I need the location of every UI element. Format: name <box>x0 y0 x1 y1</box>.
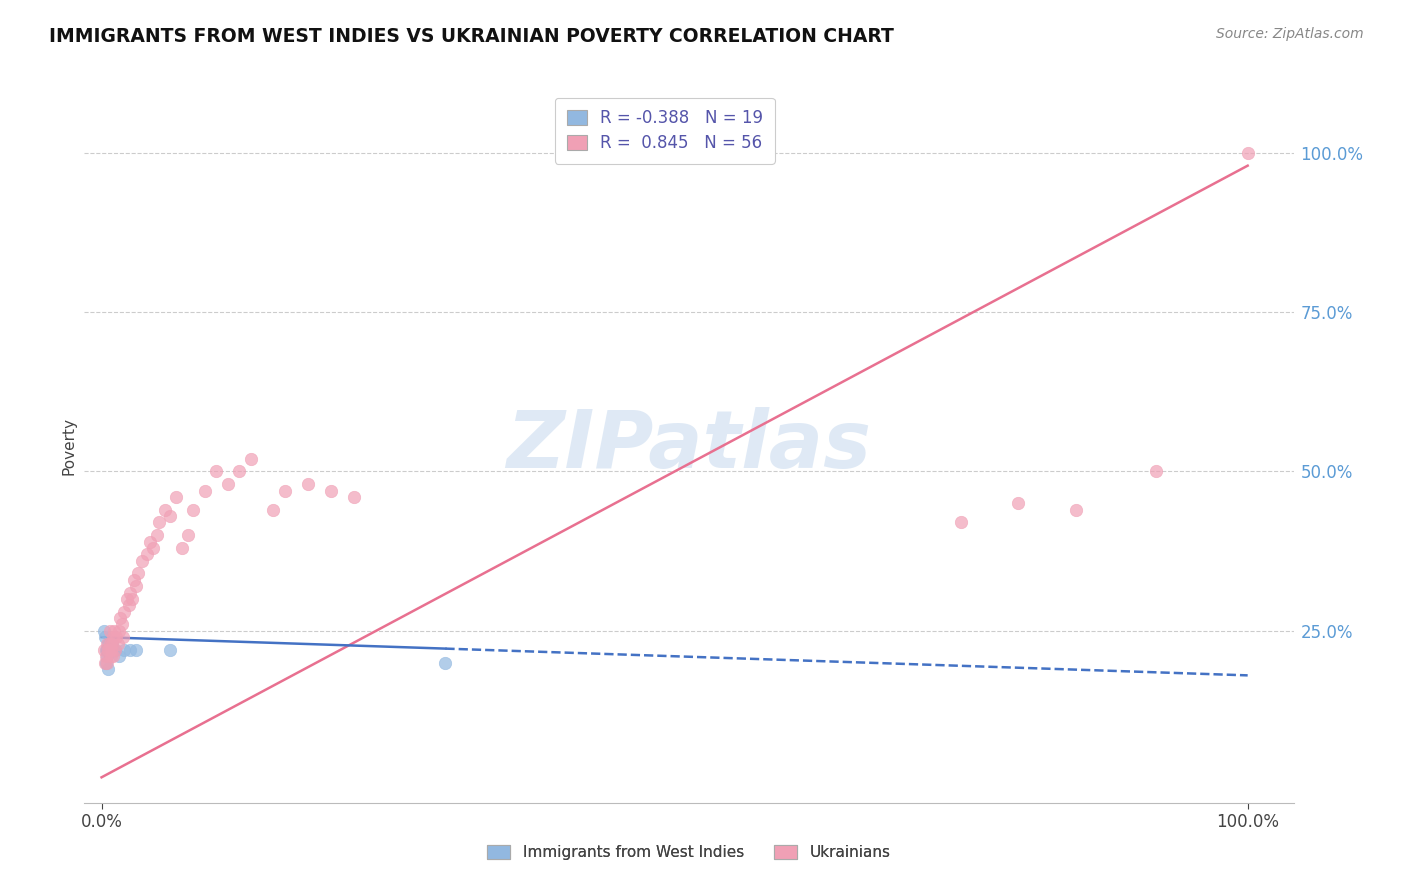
Text: ZIPatlas: ZIPatlas <box>506 407 872 485</box>
Point <box>297 477 319 491</box>
Point <box>142 541 165 555</box>
Point <box>138 534 160 549</box>
Point <box>148 516 170 530</box>
Text: IMMIGRANTS FROM WEST INDIES VS UKRAINIAN POVERTY CORRELATION CHART: IMMIGRANTS FROM WEST INDIES VS UKRAINIAN… <box>49 27 894 45</box>
Point <box>96 649 118 664</box>
Point <box>228 465 250 479</box>
Point <box>93 624 115 638</box>
Y-axis label: Poverty: Poverty <box>60 417 76 475</box>
Point <box>97 636 120 650</box>
Point <box>96 636 118 650</box>
Point <box>100 643 122 657</box>
Point <box>101 636 124 650</box>
Point <box>159 509 181 524</box>
Point <box>107 636 129 650</box>
Point <box>98 643 121 657</box>
Point <box>94 643 117 657</box>
Point <box>112 630 135 644</box>
Point <box>98 624 121 638</box>
Point <box>239 451 262 466</box>
Point <box>217 477 239 491</box>
Point <box>94 649 117 664</box>
Point <box>107 649 129 664</box>
Point <box>120 643 142 657</box>
Point <box>104 643 127 657</box>
Point <box>159 643 181 657</box>
Point <box>145 528 167 542</box>
Point <box>100 649 122 664</box>
Point <box>153 502 176 516</box>
Point <box>274 483 297 498</box>
Point <box>1064 502 1087 516</box>
Point <box>125 579 148 593</box>
Legend: Immigrants from West Indies, Ukrainians: Immigrants from West Indies, Ukrainians <box>481 839 897 866</box>
Point <box>111 617 134 632</box>
Point <box>107 624 129 638</box>
Point <box>114 643 136 657</box>
Point <box>120 585 142 599</box>
Point <box>263 502 285 516</box>
Point <box>1144 465 1167 479</box>
Point <box>114 605 136 619</box>
Point <box>181 502 204 516</box>
Point <box>950 516 973 530</box>
Point <box>170 541 193 555</box>
Point <box>122 573 145 587</box>
Point <box>96 643 118 657</box>
Point <box>94 656 117 670</box>
Point <box>319 483 342 498</box>
Point <box>101 636 124 650</box>
Point <box>1236 145 1258 160</box>
Point <box>93 643 115 657</box>
Point <box>165 490 187 504</box>
Point <box>101 630 124 644</box>
Point <box>100 643 122 657</box>
Point <box>176 528 198 542</box>
Point <box>1007 496 1029 510</box>
Point <box>94 630 117 644</box>
Point <box>205 465 228 479</box>
Point <box>101 643 124 657</box>
Point <box>194 483 217 498</box>
Point <box>121 591 143 606</box>
Point <box>108 611 131 625</box>
Point <box>136 547 159 561</box>
Point <box>115 591 138 606</box>
Point <box>97 643 120 657</box>
Point <box>343 490 366 504</box>
Point <box>131 554 153 568</box>
Point <box>104 643 127 657</box>
Point <box>94 656 117 670</box>
Point <box>97 662 120 676</box>
Point <box>96 656 118 670</box>
Point <box>434 656 457 670</box>
Point <box>98 636 121 650</box>
Point <box>127 566 149 581</box>
Point <box>125 643 148 657</box>
Text: Source: ZipAtlas.com: Source: ZipAtlas.com <box>1216 27 1364 41</box>
Point <box>101 649 124 664</box>
Point <box>118 599 141 613</box>
Point <box>103 624 125 638</box>
Point <box>105 630 128 644</box>
